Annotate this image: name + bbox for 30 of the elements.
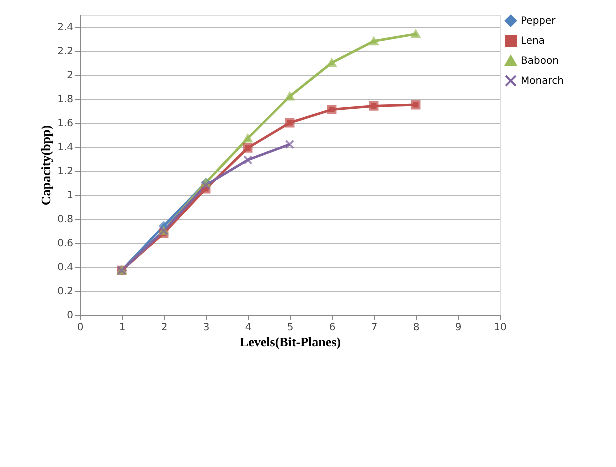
x-axis-title: Levels(Bit-Planes) [240, 334, 342, 350]
x-tick-label: 7 [371, 322, 378, 334]
legend-label: Pepper [521, 16, 557, 27]
y-tick-label: 1 [67, 190, 74, 202]
y-tick-label: 0.2 [58, 286, 74, 298]
x-tick-label: 10 [494, 322, 507, 334]
y-tick-label: 0.8 [58, 214, 74, 226]
x-tick-label: 9 [455, 322, 462, 334]
x-tick-label: 0 [77, 322, 84, 334]
y-tick-label: 0.4 [58, 262, 74, 274]
y-tick-label: 1.6 [58, 118, 74, 130]
x-tick-label: 8 [413, 322, 420, 334]
legend-label: Lena [521, 36, 546, 47]
y-tick-label: 2.2 [58, 46, 74, 58]
x-tick-label: 3 [203, 322, 210, 334]
y-tick-label: 2 [67, 70, 74, 82]
y-tick-label: 2.4 [58, 22, 74, 34]
legend-label: Monarch [521, 76, 564, 87]
legend-label: Baboon [521, 56, 559, 67]
x-tick-label: 2 [161, 322, 168, 334]
y-tick-label: 1.4 [58, 142, 74, 154]
y-tick-label: 0 [67, 310, 74, 322]
x-tick-label: 1 [119, 322, 126, 334]
y-tick-label: 1.8 [58, 94, 74, 106]
y-tick-label: 1.2 [58, 166, 74, 178]
y-axis-title: Capacity(bpp) [38, 125, 54, 206]
x-tick-label: 6 [329, 322, 336, 334]
y-tick-label: 0.6 [58, 238, 74, 250]
x-tick-label: 4 [245, 322, 252, 334]
x-tick-label: 5 [287, 322, 294, 334]
